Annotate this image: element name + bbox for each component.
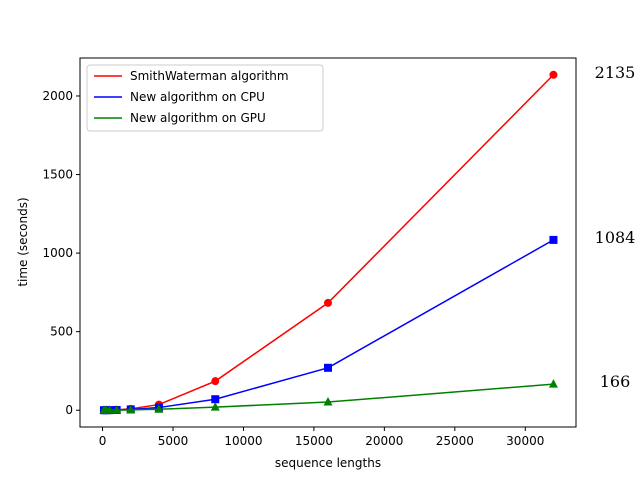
legend-box: [86, 64, 324, 132]
data-point-triangle: [105, 405, 115, 414]
end-value-label: 2135: [595, 63, 636, 82]
legend-entry: New algorithm on CPU: [130, 90, 265, 104]
data-point-circle: [549, 70, 558, 79]
data-point-triangle: [548, 379, 558, 388]
legend-entry: New algorithm on GPU: [130, 111, 266, 125]
y-tick-label: 1500: [42, 168, 73, 182]
y-axis-label: time (seconds): [16, 197, 30, 286]
x-tick-label: 0: [99, 434, 107, 448]
x-tick-label: 20000: [365, 434, 403, 448]
data-point-square: [211, 395, 220, 404]
data-point-triangle: [112, 405, 122, 414]
series-group: [99, 235, 558, 415]
y-tick-label: 0: [65, 403, 73, 417]
end-value-annotations: 2135 1084 166: [595, 63, 636, 391]
data-point-circle: [324, 298, 332, 307]
chart-marks: [79, 57, 577, 428]
end-value-label: 166: [600, 372, 631, 391]
y-tick-label: 2000: [42, 89, 73, 103]
data-point-square: [549, 235, 558, 244]
legend: SmithWaterman algorithm New algorithm on …: [86, 64, 324, 132]
plot-frame: [79, 57, 577, 428]
x-tick-label: 30000: [506, 434, 544, 448]
data-point-triangle: [210, 402, 220, 411]
end-value-label: 1084: [595, 228, 636, 247]
legend-entry: SmithWaterman algorithm: [130, 69, 289, 83]
data-point-square: [324, 363, 332, 372]
y-tick-label: 500: [50, 325, 73, 339]
x-axis-label: sequence lengths: [275, 456, 381, 470]
x-tick-label: 15000: [295, 434, 333, 448]
axis-ticks: 0 5000 10000 15000 20000 25000 30000 0 500 1000 15…: [42, 89, 544, 448]
data-point-triangle: [154, 404, 164, 413]
x-tick-label: 5000: [158, 434, 189, 448]
x-tick-label: 25000: [436, 434, 474, 448]
data-point-triangle: [323, 397, 333, 406]
series-line: [103, 239, 554, 411]
x-tick-label: 10000: [224, 434, 262, 448]
y-tick-label: 1000: [42, 246, 73, 260]
series-group: [99, 379, 558, 414]
data-point-circle: [211, 377, 220, 386]
data-point-triangle: [126, 404, 136, 414]
